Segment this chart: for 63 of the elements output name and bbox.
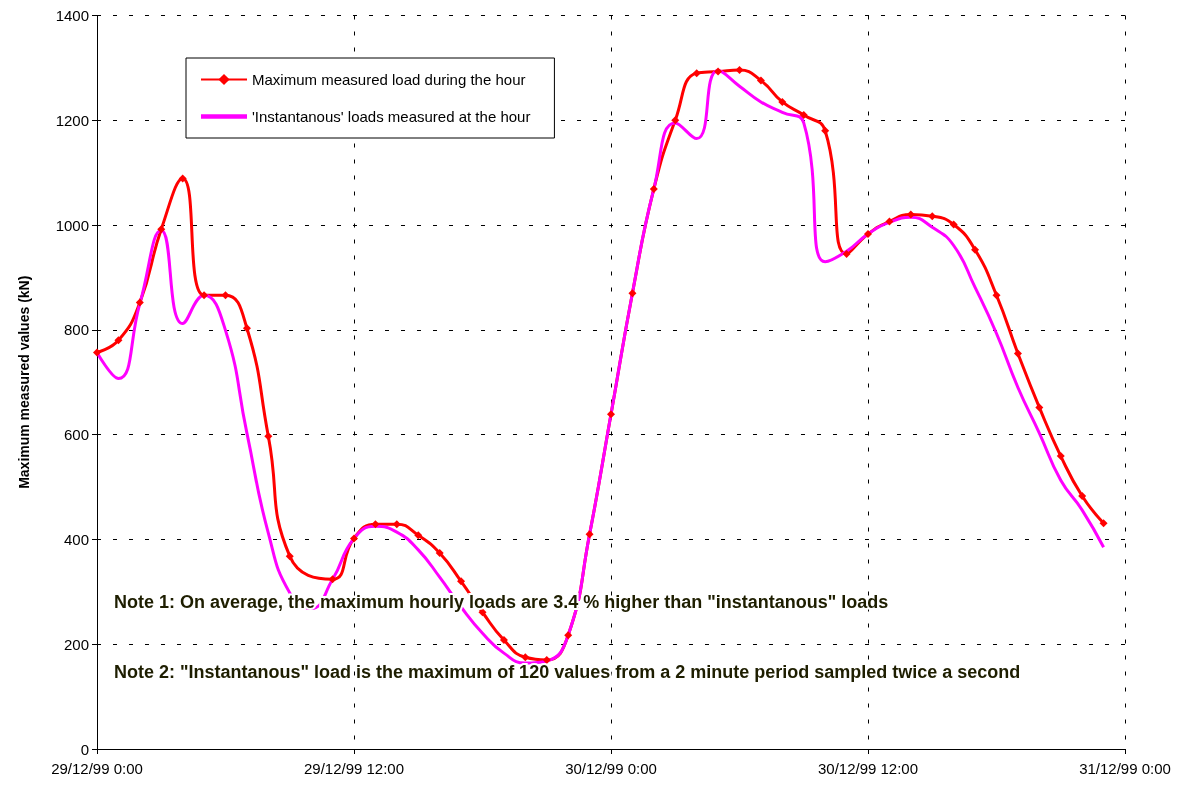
point (671, 116, 680, 125)
point (1078, 491, 1087, 500)
point (414, 531, 423, 540)
point (971, 245, 980, 254)
point (649, 184, 658, 193)
point (949, 220, 958, 229)
point (778, 97, 787, 106)
annotation: Note 2: "Instantanous" load is the maximum of 120 values from a 2 minute period sampled twice a second (114, 662, 1021, 682)
point (564, 631, 573, 640)
point (1056, 452, 1065, 461)
point (628, 289, 637, 298)
point (992, 291, 1001, 300)
point (114, 336, 123, 345)
x-tick-label: 30/12/99 12:00 (817, 760, 919, 777)
x-tick-label: 30/12/99 0:00 (565, 760, 657, 777)
x-tick-label: 29/12/99 0:00 (51, 760, 143, 777)
point (221, 291, 230, 300)
point (1035, 403, 1044, 412)
point (906, 210, 915, 219)
point (1099, 519, 1108, 528)
x-tick-label: 31/12/99 0:00 (1079, 760, 1171, 777)
point (756, 76, 765, 85)
legend-label: 'Instantanous' loads measured at the hour (252, 108, 531, 125)
point (499, 636, 508, 645)
point (392, 520, 401, 529)
y-tick-label: 800 (63, 321, 89, 339)
point (157, 225, 166, 234)
point (435, 549, 444, 558)
y-tick-label: 1200 (55, 111, 89, 129)
point (928, 212, 937, 221)
point (864, 229, 872, 238)
point (285, 552, 294, 561)
y-tick-label: 0 (80, 740, 89, 758)
x-tick-label: 29/12/99 12:00 (303, 760, 405, 777)
point (135, 298, 144, 307)
point (885, 217, 894, 226)
point (607, 410, 615, 419)
point (457, 577, 466, 586)
point (242, 324, 251, 333)
point (521, 653, 530, 662)
y-tick-label: 1000 (55, 216, 89, 234)
point (371, 520, 380, 529)
y-tick-label: 400 (63, 530, 89, 548)
point (799, 111, 808, 120)
y-tick-label: 600 (63, 426, 89, 444)
point (328, 575, 337, 584)
point (178, 174, 187, 183)
y-axis-title: Maximum measured values (kN) (16, 275, 32, 489)
point (350, 534, 358, 543)
point (1013, 349, 1022, 358)
point (714, 67, 723, 76)
point (842, 249, 851, 258)
point (692, 69, 701, 78)
point (735, 65, 744, 74)
y-tick-label: 200 (63, 635, 89, 653)
point (264, 432, 273, 441)
legend-label: Maximum measured load during the hour (252, 71, 526, 88)
y-tick-label: 1400 (55, 7, 89, 24)
point (821, 126, 830, 135)
point (93, 348, 101, 357)
point (542, 655, 551, 664)
point (585, 530, 594, 539)
point (200, 291, 209, 300)
